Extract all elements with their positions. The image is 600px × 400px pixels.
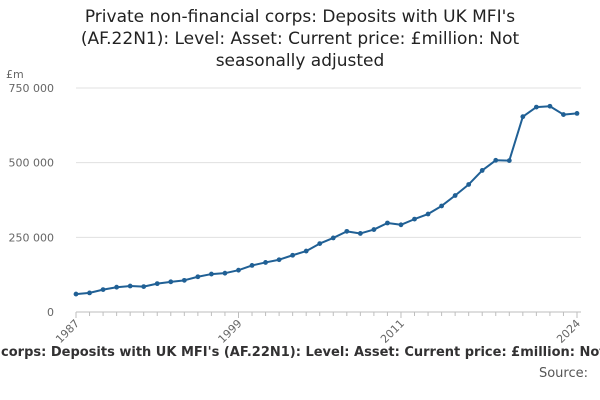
data-point-2021[interactable] — [533, 104, 539, 110]
data-point-2008[interactable] — [357, 231, 363, 236]
data-point-1995[interactable] — [181, 277, 187, 283]
data-point-1996[interactable] — [195, 274, 201, 280]
y-tick-label-0: 0 — [47, 306, 54, 319]
data-point-1998[interactable] — [222, 270, 228, 276]
data-point-2006[interactable] — [330, 235, 336, 241]
data-point-2022[interactable] — [547, 103, 553, 109]
data-point-2015[interactable] — [452, 193, 458, 198]
data-point-2014[interactable] — [439, 203, 444, 209]
data-point-2013[interactable] — [425, 211, 431, 217]
data-point-2011[interactable] — [398, 222, 404, 228]
data-point-2000[interactable] — [249, 263, 255, 268]
data-point-1988[interactable] — [87, 290, 92, 296]
y-axis: £m 0 250 000 500 000 750 000 — [6, 68, 54, 319]
chart-title-line-2: (AF.22N1): Level: Asset: Current price: … — [80, 29, 520, 49]
series-line-0 — [75, 105, 578, 296]
x-tick-label-1: 1999 — [216, 317, 245, 346]
y-tick-label-3: 750 000 — [9, 82, 55, 95]
chart-title-line-3: seasonally adjusted — [215, 51, 385, 71]
data-point-1989[interactable] — [100, 287, 106, 292]
data-point-2012[interactable] — [412, 216, 417, 222]
data-point-1999[interactable] — [236, 267, 241, 273]
data-point-2001[interactable] — [263, 260, 268, 265]
data-point-2004[interactable] — [303, 248, 309, 254]
data-point-2019[interactable] — [506, 158, 512, 163]
data-point-2023[interactable] — [561, 112, 566, 117]
series-group — [73, 103, 580, 297]
x-axis: 1987 1999 2011 2024 — [53, 312, 583, 346]
data-point-2007[interactable] — [344, 228, 350, 234]
source-label: Source: — [538, 366, 588, 381]
data-point-1993[interactable] — [154, 281, 160, 287]
y-tick-label-2: 500 000 — [9, 157, 55, 170]
data-point-2018[interactable] — [493, 157, 499, 163]
data-point-2002[interactable] — [276, 257, 282, 263]
x-tick-label-0: 1987 — [53, 317, 82, 346]
chart-caption-text: Private non-financial corps: Deposits wi… — [0, 345, 600, 360]
y-tick-label-1: 250 000 — [9, 231, 55, 244]
chart-title-line-1: Private non-financial corps: Deposits wi… — [84, 7, 516, 27]
data-point-1991[interactable] — [127, 283, 133, 289]
data-point-2017[interactable] — [479, 168, 485, 173]
y-axis-unit-label: £m — [6, 68, 24, 81]
data-point-2005[interactable] — [317, 241, 323, 247]
x-tick-label-2: 2011 — [378, 317, 407, 346]
data-point-1987[interactable] — [73, 291, 79, 297]
data-point-1997[interactable] — [209, 271, 214, 277]
data-point-2003[interactable] — [290, 252, 296, 258]
x-tick-label-3: 2024 — [554, 317, 583, 346]
chart-caption: Private non-financial corps: Deposits wi… — [0, 345, 600, 360]
source-note: Source: — [0, 366, 600, 381]
gridlines — [76, 87, 581, 313]
data-point-2010[interactable] — [385, 220, 390, 226]
data-point-1994[interactable] — [168, 279, 174, 285]
data-point-2024[interactable] — [574, 110, 580, 116]
data-point-1990[interactable] — [114, 284, 120, 290]
chart-title: Private non-financial corps: Deposits wi… — [0, 6, 600, 72]
data-point-2016[interactable] — [466, 182, 472, 187]
data-point-2020[interactable] — [520, 114, 526, 120]
data-point-1992[interactable] — [141, 284, 147, 290]
data-point-2009[interactable] — [371, 227, 377, 232]
